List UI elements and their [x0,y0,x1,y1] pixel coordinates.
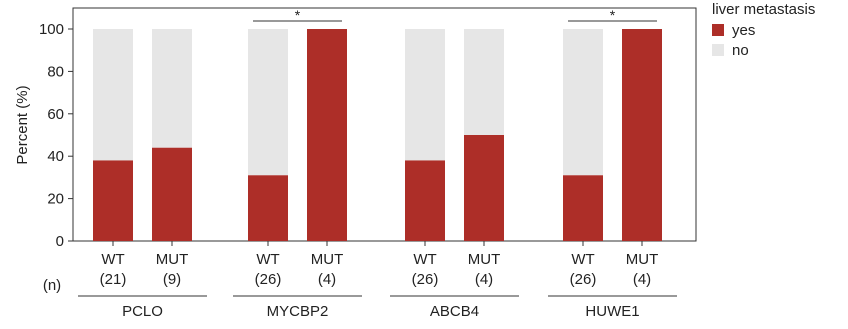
bar-n-label: (26) [570,271,597,288]
bar-category-label: WT [571,251,594,268]
bar-n-label: (4) [318,271,336,288]
bar-category-label: WT [101,251,124,268]
bar-category-label: MUT [156,251,189,268]
bar-segment-yes [405,160,445,241]
n-label: (n) [43,277,61,294]
bar-segment-no [563,29,603,176]
legend-entry-no: no [712,40,815,60]
legend-title: liver metastasis [712,1,816,18]
legend: liver metastasis yes no [712,0,815,60]
bar-n-label: (4) [475,271,493,288]
bar-category-label: MUT [311,251,344,268]
bar-segment-no [248,29,288,176]
bar-segment-no [405,29,445,161]
bar-category-label: MUT [468,251,501,268]
bar-n-label: (4) [633,271,651,288]
y-tick-label: 40 [47,148,64,165]
legend-swatch-yes [712,24,724,36]
bar-segment-yes [622,29,662,241]
y-tick-label: 100 [39,21,64,38]
y-axis-label: Percent (%) [14,85,31,164]
group-label: ABCB4 [430,303,479,320]
axes-layer [68,7,697,297]
significance-marker: * [295,7,301,23]
bar-segment-no [152,29,192,148]
bar-n-label: (26) [412,271,439,288]
bar-segment-yes [93,160,133,241]
bar-n-label: (26) [255,271,282,288]
bar-segment-yes [152,147,192,241]
bar-category-label: WT [413,251,436,268]
labels-layer: 0 20 40 60 80 100 Percent (%) (n) WT (21) MUT (9)PC… [14,7,658,320]
bar-category-label: WT [256,251,279,268]
bar-segment-yes [563,175,603,241]
bar-segment-no [93,29,133,161]
bar-segment-yes [464,135,504,241]
significance-marker: * [610,7,616,23]
legend-entry-yes: yes [712,20,815,40]
y-tick-label: 80 [47,63,64,80]
bar-segment-no [464,29,504,135]
legend-label-yes: yes [732,21,756,39]
legend-swatch-no [712,44,724,56]
plot-frame [72,7,697,242]
bar-segment-yes [307,29,347,241]
bar-segment-yes [248,175,288,241]
bar-n-label: (21) [100,271,127,288]
y-tick-label: 60 [47,106,64,123]
group-label: HUWE1 [585,303,639,320]
bar-n-label: (9) [163,271,181,288]
y-tick-label: 0 [56,233,64,250]
legend-label-no: no [732,41,749,59]
group-label: MYCBP2 [267,303,329,320]
bar-category-label: MUT [626,251,659,268]
group-label: PCLO [122,303,163,320]
y-tick-label: 20 [47,191,64,208]
bars-layer [93,29,662,241]
